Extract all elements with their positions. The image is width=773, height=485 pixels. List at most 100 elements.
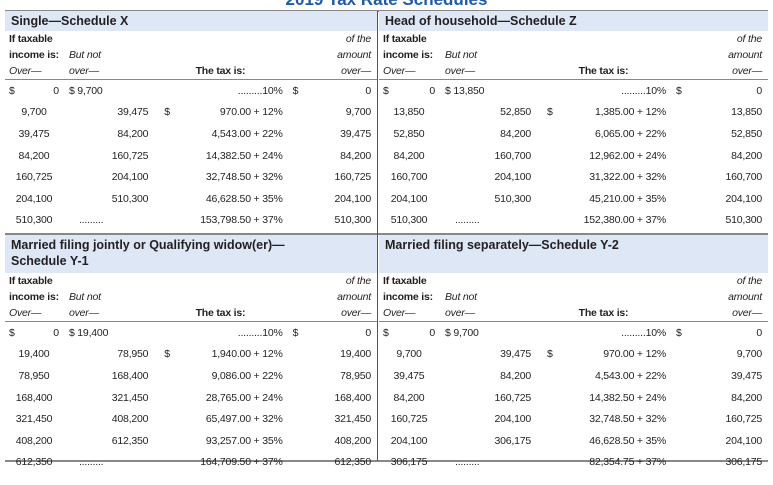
tax-cell: .........10% [621, 84, 666, 97]
divider [5, 10, 768, 12]
tax-cell: 4,543.00 + 22% [211, 127, 283, 140]
column-header [65, 273, 154, 289]
dollar-sign: $ [383, 84, 389, 97]
column-header: of the [736, 275, 762, 287]
tax-cell: 4,543.00 + 22% [594, 369, 666, 382]
tax-cell: 14,382.50 + 24% [205, 149, 283, 162]
over-cell: 612,350 [15, 456, 53, 469]
tax-cell: .........10% [621, 326, 666, 339]
table-row: 321,450 408,200 65,497.00 + 32% 321,450 [5, 408, 377, 430]
table-row: 19,400 78,950 $1,940.00 + 12% 19,400 [5, 344, 377, 366]
column-header [154, 31, 288, 47]
over-cell: 160,725 [390, 413, 428, 426]
over-cell: 204,100 [15, 192, 53, 205]
not-over-cell: 306,175 [494, 434, 531, 447]
of-amount-over-cell: $0 [676, 326, 762, 339]
tax-table: If taxable of the income is: But not amount O… [5, 273, 377, 473]
tax-cell: 164,709.50 + 37% [200, 456, 283, 469]
tax-cell: 32,748.50 + 32% [589, 413, 666, 426]
over-cell: 84,200 [18, 149, 50, 162]
column-header: amount [337, 291, 371, 303]
over-cell: 19,400 [18, 348, 50, 361]
not-over-cell: $ 9,700 [68, 84, 103, 97]
not-over-cell: 204,100 [494, 413, 531, 426]
tax-cell: 9,086.00 + 22% [211, 369, 283, 382]
tax-cell: 45,210.00 + 35% [589, 192, 666, 205]
dollar-sign: $ [9, 84, 15, 97]
of-amount-over-cell: 306,175 [725, 456, 762, 469]
column-header [154, 273, 288, 289]
divider [5, 233, 768, 235]
schedule-z-head-of-household: Head of household—Schedule Z If taxable of… [379, 11, 768, 231]
of-amount-over-cell: 204,100 [334, 192, 371, 205]
column-header: of the [736, 33, 762, 45]
not-over-cell: 408,200 [111, 413, 149, 426]
column-header [537, 289, 672, 305]
of-amount-over-cell: 78,950 [340, 369, 371, 382]
of-amount-over-cell: 9,700 [736, 348, 762, 361]
not-over-cell: 78,950 [117, 348, 149, 361]
not-over-cell: 52,850 [500, 106, 531, 119]
column-header: over— [672, 305, 768, 322]
column-header: of the [345, 275, 371, 287]
not-over-cell: 321,450 [111, 391, 149, 404]
dollar-sign: $ [9, 326, 15, 339]
column-header [537, 273, 672, 289]
table-row: 204,100 510,300 46,628.50 + 35% 204,100 [5, 188, 377, 210]
column-header: over— [64, 305, 155, 322]
column-header [154, 289, 288, 305]
tax-cell: 82,354.75 + 37% [589, 456, 666, 469]
column-header: The tax is: [537, 305, 672, 322]
table-row: 84,200 160,725 14,382.50 + 24% 84,200 [5, 145, 377, 167]
tax-cell: 93,257.00 + 35% [205, 434, 283, 447]
table-row: 306,175......... 82,354.75 + 37% 306,175 [379, 452, 768, 474]
column-header: The tax is: [537, 63, 672, 80]
over-cell: 321,450 [15, 413, 53, 426]
not-over-cell: ......... [455, 214, 480, 227]
column-header [65, 31, 154, 47]
table-row: 52,850 84,200 6,065.00 + 22% 52,850 [379, 123, 768, 145]
column-header: income is: [383, 49, 433, 61]
table-row: 510,300......... 153,798.50 + 37% 510,300 [5, 210, 377, 232]
table-row: 78,950 168,400 9,086.00 + 22% 78,950 [5, 365, 377, 387]
column-header: of the [345, 33, 371, 45]
dollar-sign: $ [676, 84, 682, 97]
column-header: If taxable [383, 275, 427, 287]
table-row: 9,700 39,475 $970.00 + 12% 9,700 [379, 344, 768, 366]
table-row: $0 $ 9,700 .........10% $0 [379, 322, 768, 344]
tax-cell: $970.00 + 12% [154, 102, 288, 124]
column-header: Over— [379, 63, 441, 80]
over-cell: 9,700 [396, 348, 422, 361]
column-header [537, 31, 672, 47]
not-over-cell: 168,400 [111, 369, 149, 382]
table-row: 13,850 52,850 $1,385.00 + 12% 13,850 [379, 102, 768, 124]
not-over-cell: $ 19,400 [68, 326, 109, 339]
over-cell: $0 [383, 84, 435, 97]
not-over-cell: 204,100 [494, 171, 531, 184]
table-row: 84,200 160,700 12,962.00 + 24% 84,200 [379, 145, 768, 167]
tax-cell: 32,748.50 + 32% [205, 171, 283, 184]
of-amount-over-cell: 321,450 [334, 413, 371, 426]
of-amount-over-cell: 160,725 [725, 413, 762, 426]
over-cell: 9,700 [21, 106, 47, 119]
not-over-cell: 84,200 [500, 127, 531, 140]
tax-cell: 65,497.00 + 32% [205, 413, 283, 426]
of-amount-over-cell: 84,200 [731, 391, 762, 404]
over-cell: 204,100 [390, 192, 428, 205]
table-row: 408,200 612,350 93,257.00 + 35% 408,200 [5, 430, 377, 452]
tax-cell: 31,322.00 + 32% [589, 171, 666, 184]
schedule-y1-married-jointly: Married filing jointly or Qualifying wid… [5, 235, 377, 473]
column-header: over— [441, 63, 537, 80]
of-amount-over-cell: 84,200 [340, 149, 371, 162]
column-header [441, 273, 537, 289]
of-amount-over-cell: 510,300 [334, 214, 371, 227]
over-cell: 168,400 [15, 391, 53, 404]
table-row: $0 $ 19,400 .........10% $0 [5, 322, 377, 344]
tax-cell: .........10% [237, 326, 283, 339]
tax-cell: 14,382.50 + 24% [589, 391, 666, 404]
not-over-cell: 510,300 [111, 192, 149, 205]
of-amount-over-cell: $0 [676, 84, 762, 97]
not-over-cell: ......... [455, 456, 480, 469]
not-over-cell: ......... [78, 214, 104, 227]
table-row: $0 $ 9,700 .........10% $0 [5, 80, 377, 102]
